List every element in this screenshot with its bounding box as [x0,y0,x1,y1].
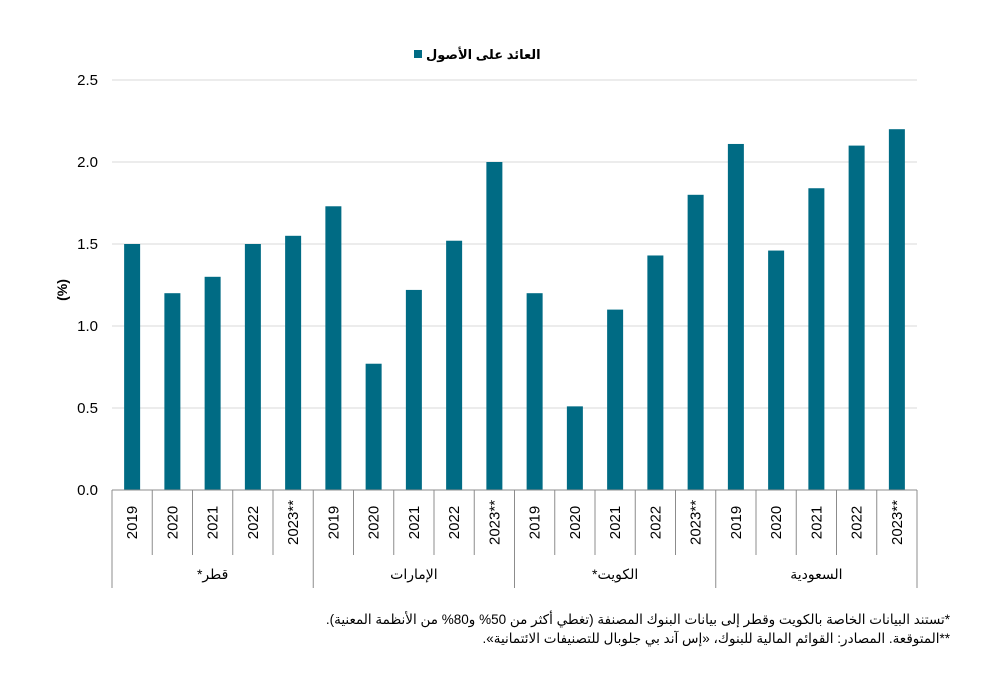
bar [486,162,503,490]
bar [164,293,181,490]
y-tick-label: 1.5 [77,236,98,253]
gridlines [112,79,917,409]
bar [526,293,543,490]
x-tick-label: 2021 [607,506,624,539]
bar [848,145,865,490]
bar [405,289,422,490]
x-tick-label: 2020 [366,506,383,539]
footnote-1: *تستند البيانات الخاصة بالكويت وقطر إلى … [325,612,950,627]
legend-label: العائد على الأصول [426,46,541,62]
x-tick-label: 2023** [486,500,503,545]
x-tick-label: 2020 [567,506,584,539]
x-axis: 2019 2020 2021 2022 2023** 2019 2020 2021 2022 20… [111,489,918,588]
group-label: الكويت* [592,566,638,583]
group-label: السعودية [790,566,842,583]
y-tick-label: 2.0 [77,154,98,171]
bar [768,250,785,490]
bar [285,235,302,490]
bar [607,309,624,490]
bar [888,129,905,490]
y-tick-label: 0.0 [77,482,98,499]
x-tick-label: 2023** [889,500,906,545]
x-tick-label: 2022 [849,506,866,539]
legend: العائد على الأصول [414,46,541,62]
x-tick-label: 2021 [205,506,222,539]
x-tick-label: 2022 [245,506,262,539]
group-label: قطر* [197,566,228,583]
x-tick-label: 2019 [728,506,745,539]
x-tick-label: 2019 [325,506,342,539]
y-axis-tick-labels: 0.0 0.5 1.0 1.5 2.0 2.5 [77,72,98,499]
x-tick-label: 2021 [808,506,825,539]
x-tick-label: 2022 [446,506,463,539]
bar [325,206,342,490]
x-tick-label: 2023** [688,500,705,545]
x-tick-label: 2022 [647,506,664,539]
bar [204,276,221,490]
bars [124,129,905,491]
roa-bar-chart: 0.0 0.5 1.0 1.5 2.0 2.5 2019 2020 2021 2022 2023*… [54,46,918,588]
y-tick-label: 1.0 [77,318,98,335]
x-tick-label: 2020 [164,506,181,539]
x-tick-label: 2019 [124,506,141,539]
bar [244,244,261,490]
x-tick-label: 2020 [768,506,785,539]
bar [124,244,141,490]
bar [727,143,744,490]
bar [687,194,704,491]
legend-swatch [414,50,422,58]
y-tick-label: 0.5 [77,400,98,417]
footnotes: *تستند البيانات الخاصة بالكويت وقطر إلى … [250,610,950,648]
bar [808,188,825,491]
x-tick-label: 2023** [285,500,302,545]
bar [647,255,664,490]
bar [446,240,463,490]
y-axis-label: (%) [54,279,70,301]
x-tick-label: 2021 [406,506,423,539]
y-tick-label: 2.5 [77,72,98,89]
x-tick-label: 2019 [527,506,544,539]
bar [566,406,583,490]
group-label: الإمارات [390,566,437,583]
footnote-2: **المتوقعة. المصادر: القوائم المالية للب… [482,631,950,646]
bar [365,363,382,490]
